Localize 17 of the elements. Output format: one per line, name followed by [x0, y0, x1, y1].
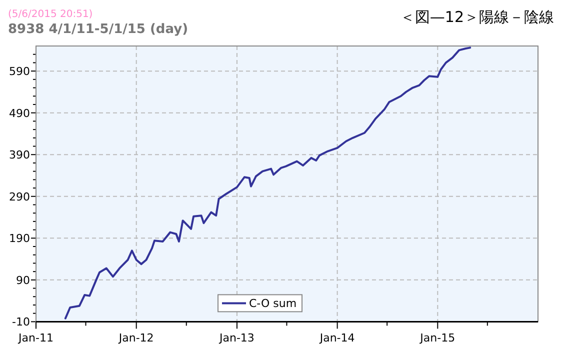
line-series	[64, 46, 472, 320]
x-tick-label: Jan-12	[118, 332, 154, 345]
y-tick-label: 590	[9, 65, 30, 78]
text: (5/6/2015 20:51)	[8, 9, 93, 20]
legend-label: C-O sum	[249, 297, 297, 310]
chart-title: 8938 4/1/11-5/1/15 (day)	[8, 22, 188, 37]
y-tick-label: 90	[16, 274, 30, 287]
y-tick-label: 490	[9, 106, 30, 120]
x-tick-label: Jan-14	[318, 332, 355, 345]
x-tick-label: Jan-11	[18, 332, 54, 345]
y-tick-label: -10	[12, 316, 30, 329]
x-tick-label: Jan-15	[419, 332, 456, 345]
chart-subtitle: ＜図—12＞陽線－陰線	[400, 8, 554, 26]
y-tick-label: 390	[9, 148, 30, 162]
x-tick-label: Jan-13	[218, 332, 254, 345]
y-tick-label: 190	[9, 232, 30, 246]
y-tick-label: 290	[9, 190, 30, 204]
